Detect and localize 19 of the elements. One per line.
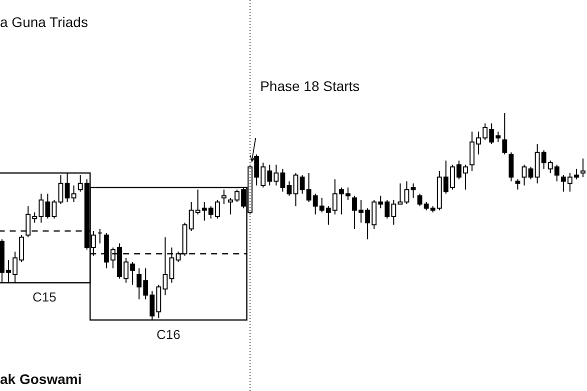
- annotation: C15: [32, 290, 56, 305]
- candlestick: [508, 152, 514, 182]
- candlestick: [398, 182, 403, 205]
- candlestick: [286, 180, 292, 196]
- candlestick: [410, 182, 416, 198]
- candlestick: [522, 164, 527, 186]
- text: ak Goswami: [0, 371, 82, 387]
- chart-title: a Guna Triads: [0, 14, 88, 30]
- candlestick: [528, 166, 534, 180]
- candlestick: [52, 199, 57, 220]
- candlestick: [71, 184, 76, 203]
- text: Phase 18 Starts: [260, 78, 360, 94]
- candlestick: [404, 180, 410, 205]
- candlestick: [58, 174, 64, 205]
- candlestick: [515, 178, 520, 190]
- text: C16: [156, 327, 180, 342]
- candlestick: [221, 189, 226, 205]
- candlestick: [502, 112, 508, 155]
- candlestick: [293, 172, 298, 207]
